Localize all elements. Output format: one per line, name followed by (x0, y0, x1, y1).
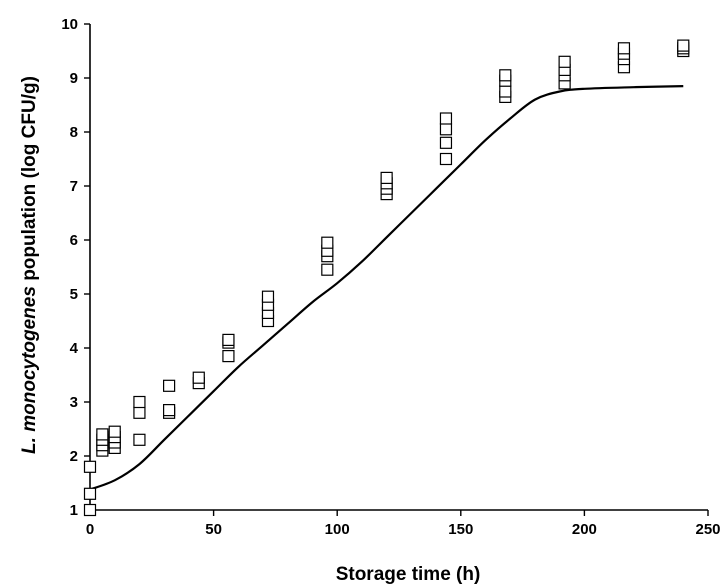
y-axis-title: L. monocytogenes population (log CFU/g) (19, 76, 40, 454)
y-tick-label: 3 (70, 394, 78, 411)
y-tick-label: 6 (70, 232, 78, 249)
data-point (617, 42, 631, 55)
model-fit (89, 85, 684, 491)
data-point (163, 404, 176, 417)
y-axis-title-rest: population (log CFU/g) (19, 76, 40, 286)
data-point (499, 85, 512, 98)
x-tick-label: 250 (695, 521, 720, 538)
data-point (133, 395, 146, 409)
data-point (380, 171, 393, 184)
y-tick-label: 9 (70, 70, 78, 87)
data-point (261, 290, 275, 303)
y-tick-label: 8 (70, 124, 78, 141)
x-tick-label: 150 (448, 521, 473, 538)
y-axis-title-organism: L. monocytogenes (19, 286, 40, 454)
axes: 0 50 100 150 200 250 1 2 3 4 5 6 7 8 9 10 (61, 16, 720, 538)
y-tick-label: 7 (70, 178, 78, 195)
data-point (133, 406, 146, 419)
data-point (439, 152, 453, 166)
data-point (499, 69, 512, 82)
data-point (163, 379, 176, 392)
y-tick-label: 1 (70, 502, 78, 519)
x-tick-label: 0 (86, 521, 94, 538)
data-point (108, 425, 121, 438)
data-point (222, 333, 235, 346)
data-point (439, 136, 453, 149)
data-point (321, 236, 334, 249)
data-point (558, 55, 571, 68)
y-tick-label: 5 (70, 286, 78, 303)
data-point (192, 371, 205, 384)
data-point (677, 39, 690, 52)
data-point (222, 350, 235, 363)
y-tick-label: 10 (61, 16, 78, 33)
x-axis-title: Storage time (h) (336, 564, 481, 585)
data-point (83, 503, 97, 517)
x-tick-label: 100 (325, 521, 350, 538)
data-point (439, 112, 453, 125)
x-tick-label: 200 (572, 521, 597, 538)
data-point (96, 428, 109, 441)
data-point (83, 487, 97, 500)
data-point (321, 263, 334, 276)
x-tick-label: 50 (205, 521, 222, 538)
y-tick-label: 2 (70, 448, 78, 465)
fit-curve (89, 85, 684, 491)
data-point (133, 433, 146, 446)
data-point (439, 123, 453, 136)
y-tick-label: 4 (70, 340, 79, 357)
observations (83, 39, 690, 517)
data-point (83, 460, 97, 473)
